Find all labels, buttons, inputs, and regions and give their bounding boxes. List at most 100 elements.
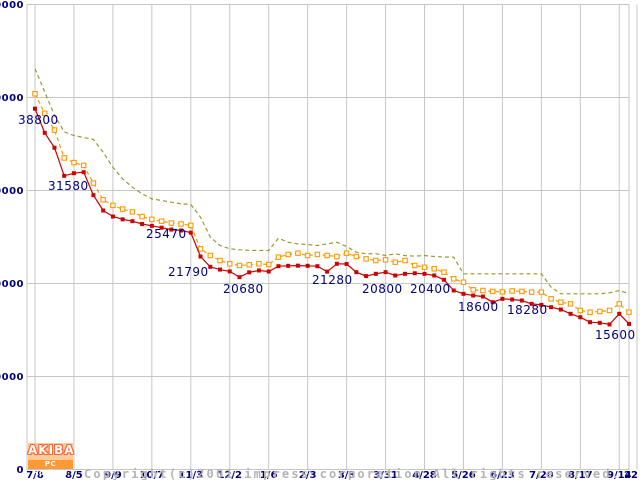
average-price-marker: [538, 289, 545, 295]
average-price-marker: [626, 309, 632, 315]
lowest-price-marker: [607, 322, 612, 327]
akiba-logo-title: AKIBA: [28, 443, 75, 457]
x-tick-label: 3/31: [373, 470, 398, 480]
average-price-marker: [334, 253, 340, 260]
gridlines: [26, 4, 638, 470]
average-price-marker: [567, 301, 574, 307]
lowest-price-marker: [256, 268, 261, 273]
average-price-marker: [227, 261, 233, 267]
y-axis-labels: 0 10000 20000 30000 40000 50000: [0, 0, 24, 476]
lowest-price-marker: [403, 271, 408, 276]
lowest-price-marker: [101, 208, 106, 213]
average-price-marker: [51, 127, 58, 133]
average-price-marker: [314, 251, 321, 258]
average-price-marker: [158, 218, 165, 224]
average-price-marker: [412, 262, 418, 269]
x-tick-label: 22: [624, 470, 638, 480]
average-price-marker: [71, 159, 77, 166]
average-price-marker: [275, 254, 282, 260]
lowest-price-marker: [169, 227, 174, 232]
lowest-price-marker: [354, 270, 359, 275]
lowest-price-marker: [490, 300, 495, 305]
lowest-price-marker: [500, 296, 505, 301]
lowest-price-marker: [266, 269, 271, 274]
point-label-20400: 20400: [410, 282, 451, 296]
average-price-marker: [197, 246, 204, 252]
lowest-price-marker: [286, 263, 291, 268]
lowest-price-marker: [578, 315, 583, 320]
average-price-marker: [90, 180, 97, 186]
average-price-marker: [295, 250, 301, 256]
average-price-marker: [470, 287, 476, 293]
lowest-price-marker: [208, 264, 213, 269]
average-price-marker: [577, 307, 584, 314]
point-label-20800: 20800: [362, 282, 403, 296]
lowest-price-marker: [510, 297, 515, 302]
average-price-marker: [100, 197, 106, 203]
average-price-marker: [441, 269, 447, 275]
lowest-price-marker: [539, 302, 544, 307]
x-tick-label: 7/20: [529, 470, 554, 480]
average-price-marker: [558, 299, 564, 305]
average-price-marker: [285, 251, 291, 258]
average-price-marker: [373, 257, 379, 264]
average-price-marker: [178, 221, 184, 227]
y-tick-label: 30000: [0, 186, 24, 197]
lowest-price-marker: [617, 311, 622, 316]
average-price-marker: [460, 279, 467, 285]
lowest-price-marker: [305, 263, 310, 268]
lowest-price-marker: [441, 277, 446, 282]
lowest-price-marker: [383, 270, 388, 275]
lowest-price-marker: [588, 320, 593, 325]
plot-frame: [26, 4, 630, 470]
x-tick-label: 12/2: [217, 470, 242, 480]
lowest-price-marker: [188, 230, 193, 235]
highest-price-series: [34, 68, 630, 295]
average-price-marker: [450, 276, 457, 282]
lowest-price-marker: [627, 321, 631, 326]
lowest-price-marker: [52, 145, 57, 150]
lowest-price-marker: [62, 173, 67, 178]
x-tick-label: 9/14: [607, 470, 632, 480]
lowest-price-marker: [315, 264, 320, 269]
lowest-price-marker: [130, 219, 135, 224]
average-price-marker: [61, 155, 67, 161]
average-price-marker: [119, 206, 126, 212]
copyright-line1: Copyright(c)2001 impress corporation All…: [84, 467, 622, 480]
average-price-marker: [32, 91, 38, 97]
average-price-marker: [528, 289, 535, 295]
average-price-marker: [509, 288, 515, 294]
x-tick-label: 3/3: [338, 470, 356, 480]
point-label-31580: 31580: [48, 179, 89, 193]
lowest-price-marker: [140, 221, 145, 226]
lowest-price-marker: [42, 130, 47, 135]
average-price-marker: [256, 261, 262, 267]
point-labels: 38800 31580 25470 21790 20680 21280 20800 20400…: [18, 113, 636, 342]
copyright-notice: Copyright(c)2001 impress corporation All…: [84, 442, 621, 480]
lowest-price-marker: [344, 261, 349, 266]
point-label-15600: 15600: [595, 328, 636, 342]
point-label-25470: 25470: [146, 227, 187, 241]
lowest-price-marker: [295, 263, 300, 268]
average-price-marker: [480, 287, 486, 294]
x-tick-label: 8/5: [65, 470, 83, 480]
lowest-price-marker: [471, 293, 476, 298]
average-price-marker: [606, 307, 613, 314]
average-price-series: [32, 91, 632, 315]
point-label-18600: 18600: [458, 300, 499, 314]
lowest-price-marker: [91, 193, 96, 198]
average-price-marker: [382, 257, 389, 263]
average-price-marker: [616, 301, 623, 307]
lowest-price-marker: [227, 269, 232, 274]
average-price-marker: [80, 162, 87, 169]
lowest-price-marker: [198, 254, 203, 259]
average-price-marker: [587, 309, 593, 315]
x-tick-label: 8/17: [568, 470, 593, 480]
average-price-marker: [149, 216, 155, 223]
lowest-price-marker: [159, 225, 164, 230]
y-tick-label: 50000: [0, 0, 24, 11]
lowest-price-marker: [373, 271, 378, 276]
x-tick-label: 1/6: [260, 470, 278, 480]
point-label-21790: 21790: [168, 265, 209, 279]
